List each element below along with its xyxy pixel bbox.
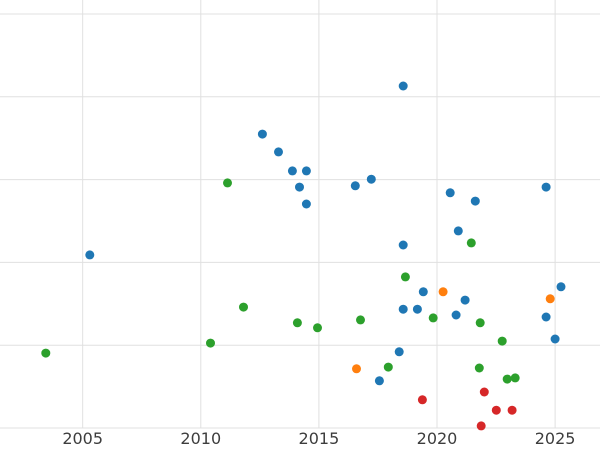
data-point <box>313 323 322 333</box>
data-point <box>356 315 365 325</box>
data-point <box>398 81 408 91</box>
data-point <box>417 395 427 405</box>
data-point <box>497 336 507 346</box>
series-orange <box>352 287 555 374</box>
data-point <box>474 363 484 373</box>
data-point <box>374 376 384 386</box>
data-point <box>366 174 376 184</box>
data-point <box>85 250 95 260</box>
data-point <box>383 362 393 372</box>
data-point <box>394 347 404 357</box>
data-point <box>398 304 408 314</box>
x-tick-label: 2025 <box>535 429 576 448</box>
data-point <box>239 302 248 312</box>
data-point <box>466 238 476 248</box>
data-point <box>438 287 448 297</box>
data-point <box>541 182 551 192</box>
series-green <box>41 178 520 384</box>
data-point <box>475 318 485 328</box>
data-point <box>412 304 422 314</box>
data-point <box>301 199 311 209</box>
data-point <box>550 334 560 344</box>
data-point <box>428 313 438 323</box>
x-tick-label: 2020 <box>417 429 458 448</box>
data-point <box>507 405 517 415</box>
data-point <box>295 182 304 192</box>
data-point <box>274 147 283 157</box>
data-point <box>257 129 267 139</box>
data-point <box>491 405 501 415</box>
data-point <box>287 166 297 176</box>
data-point <box>502 374 512 384</box>
data-point <box>510 373 520 383</box>
data-point <box>400 272 410 282</box>
data-point <box>541 312 551 322</box>
data-point <box>460 295 470 305</box>
data-point <box>206 338 215 348</box>
x-tick-label: 2010 <box>180 429 221 448</box>
data-point <box>418 287 428 297</box>
x-tick-label: 2005 <box>62 429 103 448</box>
data-point <box>451 310 461 320</box>
data-point <box>223 178 232 188</box>
data-point <box>453 226 463 236</box>
data-point <box>445 188 455 198</box>
data-point <box>479 387 489 397</box>
data-point <box>352 364 361 374</box>
series-red <box>417 387 517 431</box>
data-point <box>476 421 486 431</box>
data-point <box>292 318 302 328</box>
data-point <box>350 181 360 191</box>
data-point <box>470 196 480 206</box>
data-point <box>556 282 566 292</box>
x-tick-label: 2015 <box>299 429 340 448</box>
data-point <box>545 294 555 304</box>
data-point <box>301 166 311 176</box>
series-blue <box>85 81 566 386</box>
data-point <box>41 348 51 358</box>
data-point <box>398 240 408 250</box>
